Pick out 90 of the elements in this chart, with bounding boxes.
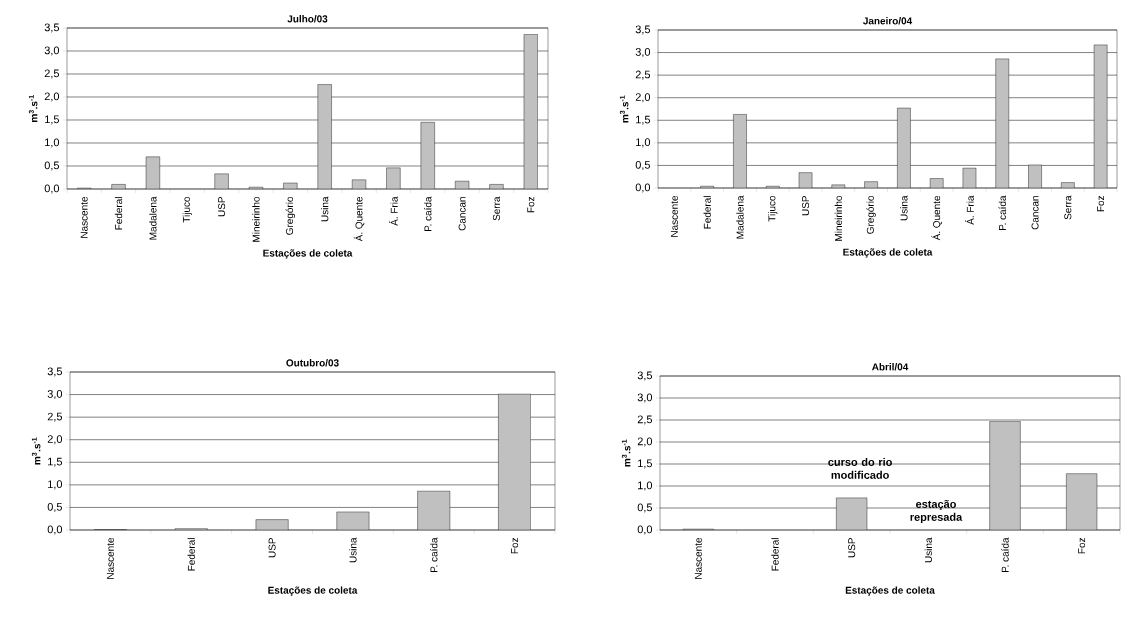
bar [989, 421, 1021, 530]
y-tick-label: 1,0 [45, 138, 60, 148]
x-tick-label: Cancan [458, 197, 466, 231]
x-tick-label: Foz [527, 197, 535, 213]
y-tick-label: 2,0 [47, 435, 63, 445]
x-tick-label: Á. Fria [389, 196, 398, 226]
y-tick-label: 3,0 [637, 393, 653, 403]
y-tick-label: 3,0 [44, 46, 60, 56]
x-tick-label: Usina [349, 537, 357, 563]
x-axis-title: Estações de coleta [843, 248, 933, 258]
x-tick-label: Tijuco [182, 196, 192, 223]
y-tick-label: 2,0 [637, 437, 653, 447]
y-tick-label: 0,0 [47, 525, 63, 535]
x-tick-label: Tijuco [768, 195, 778, 222]
x-tick-label: Federal [703, 196, 711, 229]
bar [1066, 473, 1098, 530]
x-tick-label: Usina [924, 537, 932, 563]
x-tick-label: USP [802, 196, 810, 216]
y-tick-label: 1,5 [636, 115, 651, 125]
y-tick-label: 0,5 [637, 503, 653, 513]
y-tick-label: 3,5 [44, 23, 60, 33]
x-tick-label: Nascente [694, 537, 702, 579]
x-axis-title: Estações de coleta [268, 586, 358, 596]
x-tick-label: Serra [1064, 195, 1072, 220]
y-tick-label: 2,5 [635, 70, 651, 80]
y-tick-label: 0,0 [635, 183, 651, 193]
y-tick-label: 1,0 [636, 138, 651, 148]
x-tick-label: Mineirinho [252, 196, 260, 242]
x-tick-label: Nascente [670, 195, 678, 237]
x-tick-label: Cancan [1031, 196, 1039, 230]
x-tick-label: Federal [114, 197, 123, 230]
y-axis-title: m$^{3}$.s$^{-1}$ [28, 95, 38, 122]
y-tick-label: 0,5 [44, 161, 60, 171]
x-axis-title: Estações de coleta [263, 249, 353, 259]
x-tick-label: P. caída [1001, 537, 1009, 572]
x-tick-label: Nascente [80, 196, 88, 238]
x-tick-label: USP [268, 538, 276, 558]
y-tick-label: 1,5 [638, 459, 653, 469]
chart-title: Outubro/03 [286, 359, 339, 367]
y-tick-label: 2,0 [44, 92, 60, 102]
y-tick-label: 0,5 [635, 160, 651, 170]
y-tick-label: 1,5 [48, 457, 63, 467]
x-tick-label: Foz [1078, 538, 1086, 554]
x-tick-label: Gregório [866, 195, 876, 234]
annotation: curso do rio modificado [828, 457, 892, 479]
bar [417, 490, 451, 530]
chart-title: Abril/04 [871, 363, 909, 371]
x-tick-label: P. caída [424, 196, 432, 231]
y-tick-label: 0,5 [47, 502, 63, 512]
x-tick-label: Madalena [149, 196, 157, 240]
y-tick-label: 2,0 [635, 93, 651, 103]
x-tick-label: Usina [900, 195, 908, 221]
y-tick-label: 1,0 [48, 480, 63, 490]
x-tick-label: Federal [771, 538, 779, 571]
x-tick-label: Gregório [285, 196, 296, 235]
y-axis-title: m$^{3}$.s$^{-1}$ [619, 95, 629, 123]
y-axis-title: m$^{3}$.s$^{-1}$ [621, 439, 631, 467]
y-tick-label: 3,0 [635, 48, 651, 58]
y-tick-label: 1,0 [638, 481, 653, 491]
y-tick-label: 3,0 [47, 390, 63, 400]
x-tick-label: P. caída [998, 195, 1006, 230]
x-tick-label: Á. Quente [353, 196, 365, 242]
x-tick-label: Foz [1097, 196, 1105, 212]
y-tick-label: 3,5 [47, 367, 63, 377]
x-tick-label: Nascente [106, 537, 114, 579]
y-tick-label: 1,5 [45, 115, 60, 125]
x-tick-label: USP [218, 197, 226, 217]
chart-title: Janeiro/04 [863, 17, 913, 25]
x-tick-label: Usina [321, 196, 329, 222]
x-tick-label: Á. Fria [965, 195, 974, 225]
x-tick-label: Á. Quente [931, 195, 942, 241]
x-tick-label: Federal [187, 538, 195, 571]
chart-title: Julho/03 [287, 15, 328, 23]
x-tick-label: Mineirinho [834, 195, 842, 241]
x-tick-label: Serra [492, 196, 500, 221]
y-tick-label: 3,5 [635, 25, 651, 35]
x-axis-title: Estações de coleta [845, 586, 935, 596]
y-tick-label: 2,5 [44, 69, 60, 79]
x-tick-label: P. caída [430, 537, 438, 572]
x-tick-label: USP [848, 538, 856, 558]
y-tick-label: 3,5 [637, 371, 653, 381]
y-tick-label: 2,5 [47, 412, 63, 422]
y-tick-label: 0,0 [637, 525, 653, 535]
bar [498, 393, 531, 530]
annotation: estação represada [910, 499, 963, 524]
x-tick-label: Madalena [736, 195, 744, 239]
y-tick-label: 0,0 [44, 184, 60, 194]
y-axis-title: m$^{3}$.s$^{-1}$ [31, 437, 41, 465]
y-tick-label: 2,5 [637, 415, 653, 425]
x-tick-label: Foz [511, 538, 519, 554]
